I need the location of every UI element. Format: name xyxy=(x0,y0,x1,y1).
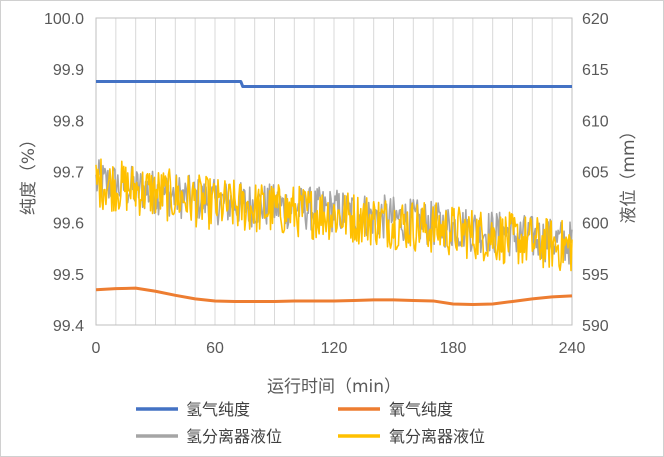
x-tick-label: 240 xyxy=(559,340,586,357)
y-tick-label: 99.7 xyxy=(53,165,84,182)
x-tick-label: 180 xyxy=(440,340,467,357)
y-tick-label: 99.8 xyxy=(53,113,84,130)
y-tick-label: 99.4 xyxy=(53,318,84,335)
y-tick-label: 99.9 xyxy=(53,62,84,79)
series-line-o2-level xyxy=(95,158,573,272)
series-line-h2-purity xyxy=(96,79,572,89)
y2-tick-label: 595 xyxy=(582,267,609,284)
y2-tick-label: 620 xyxy=(582,11,609,28)
ticks: 0 60 120 180 240 100.0 99.9 99.8 99.7 99.6 99.5 99.… xyxy=(44,11,609,357)
grid xyxy=(95,18,573,325)
y2-tick-label: 600 xyxy=(582,216,609,233)
legend-label-o2-level: 氧分离器液位 xyxy=(389,427,485,446)
y-tick-label: 99.6 xyxy=(53,216,84,233)
x-tick-label: 120 xyxy=(321,340,348,357)
y2-tick-label: 610 xyxy=(582,113,609,130)
y-tick-label: 99.5 xyxy=(53,267,84,284)
y-tick-label: 100.0 xyxy=(44,11,84,28)
legend-label-h2-level: 氢分离器液位 xyxy=(186,427,282,446)
y-axis-title: 纯度（%） xyxy=(19,131,39,215)
legend-label-h2-purity: 氢气纯度 xyxy=(186,400,250,419)
y2-tick-label: 590 xyxy=(582,318,609,335)
series-layer xyxy=(95,79,573,307)
y2-tick-label: 605 xyxy=(582,165,609,182)
legend: 氢气纯度 氧气纯度 氢分离器液位 氧分离器液位 xyxy=(136,400,485,446)
series-line-o2-purity xyxy=(95,286,573,307)
x-tick-label: 0 xyxy=(92,340,101,357)
y2-axis-title: 液位（mm） xyxy=(619,122,639,223)
legend-label-o2-purity: 氧气纯度 xyxy=(389,400,453,419)
x-axis-title: 运行时间（min） xyxy=(267,377,401,397)
x-tick-label: 60 xyxy=(206,340,224,357)
y2-tick-label: 615 xyxy=(582,62,609,79)
